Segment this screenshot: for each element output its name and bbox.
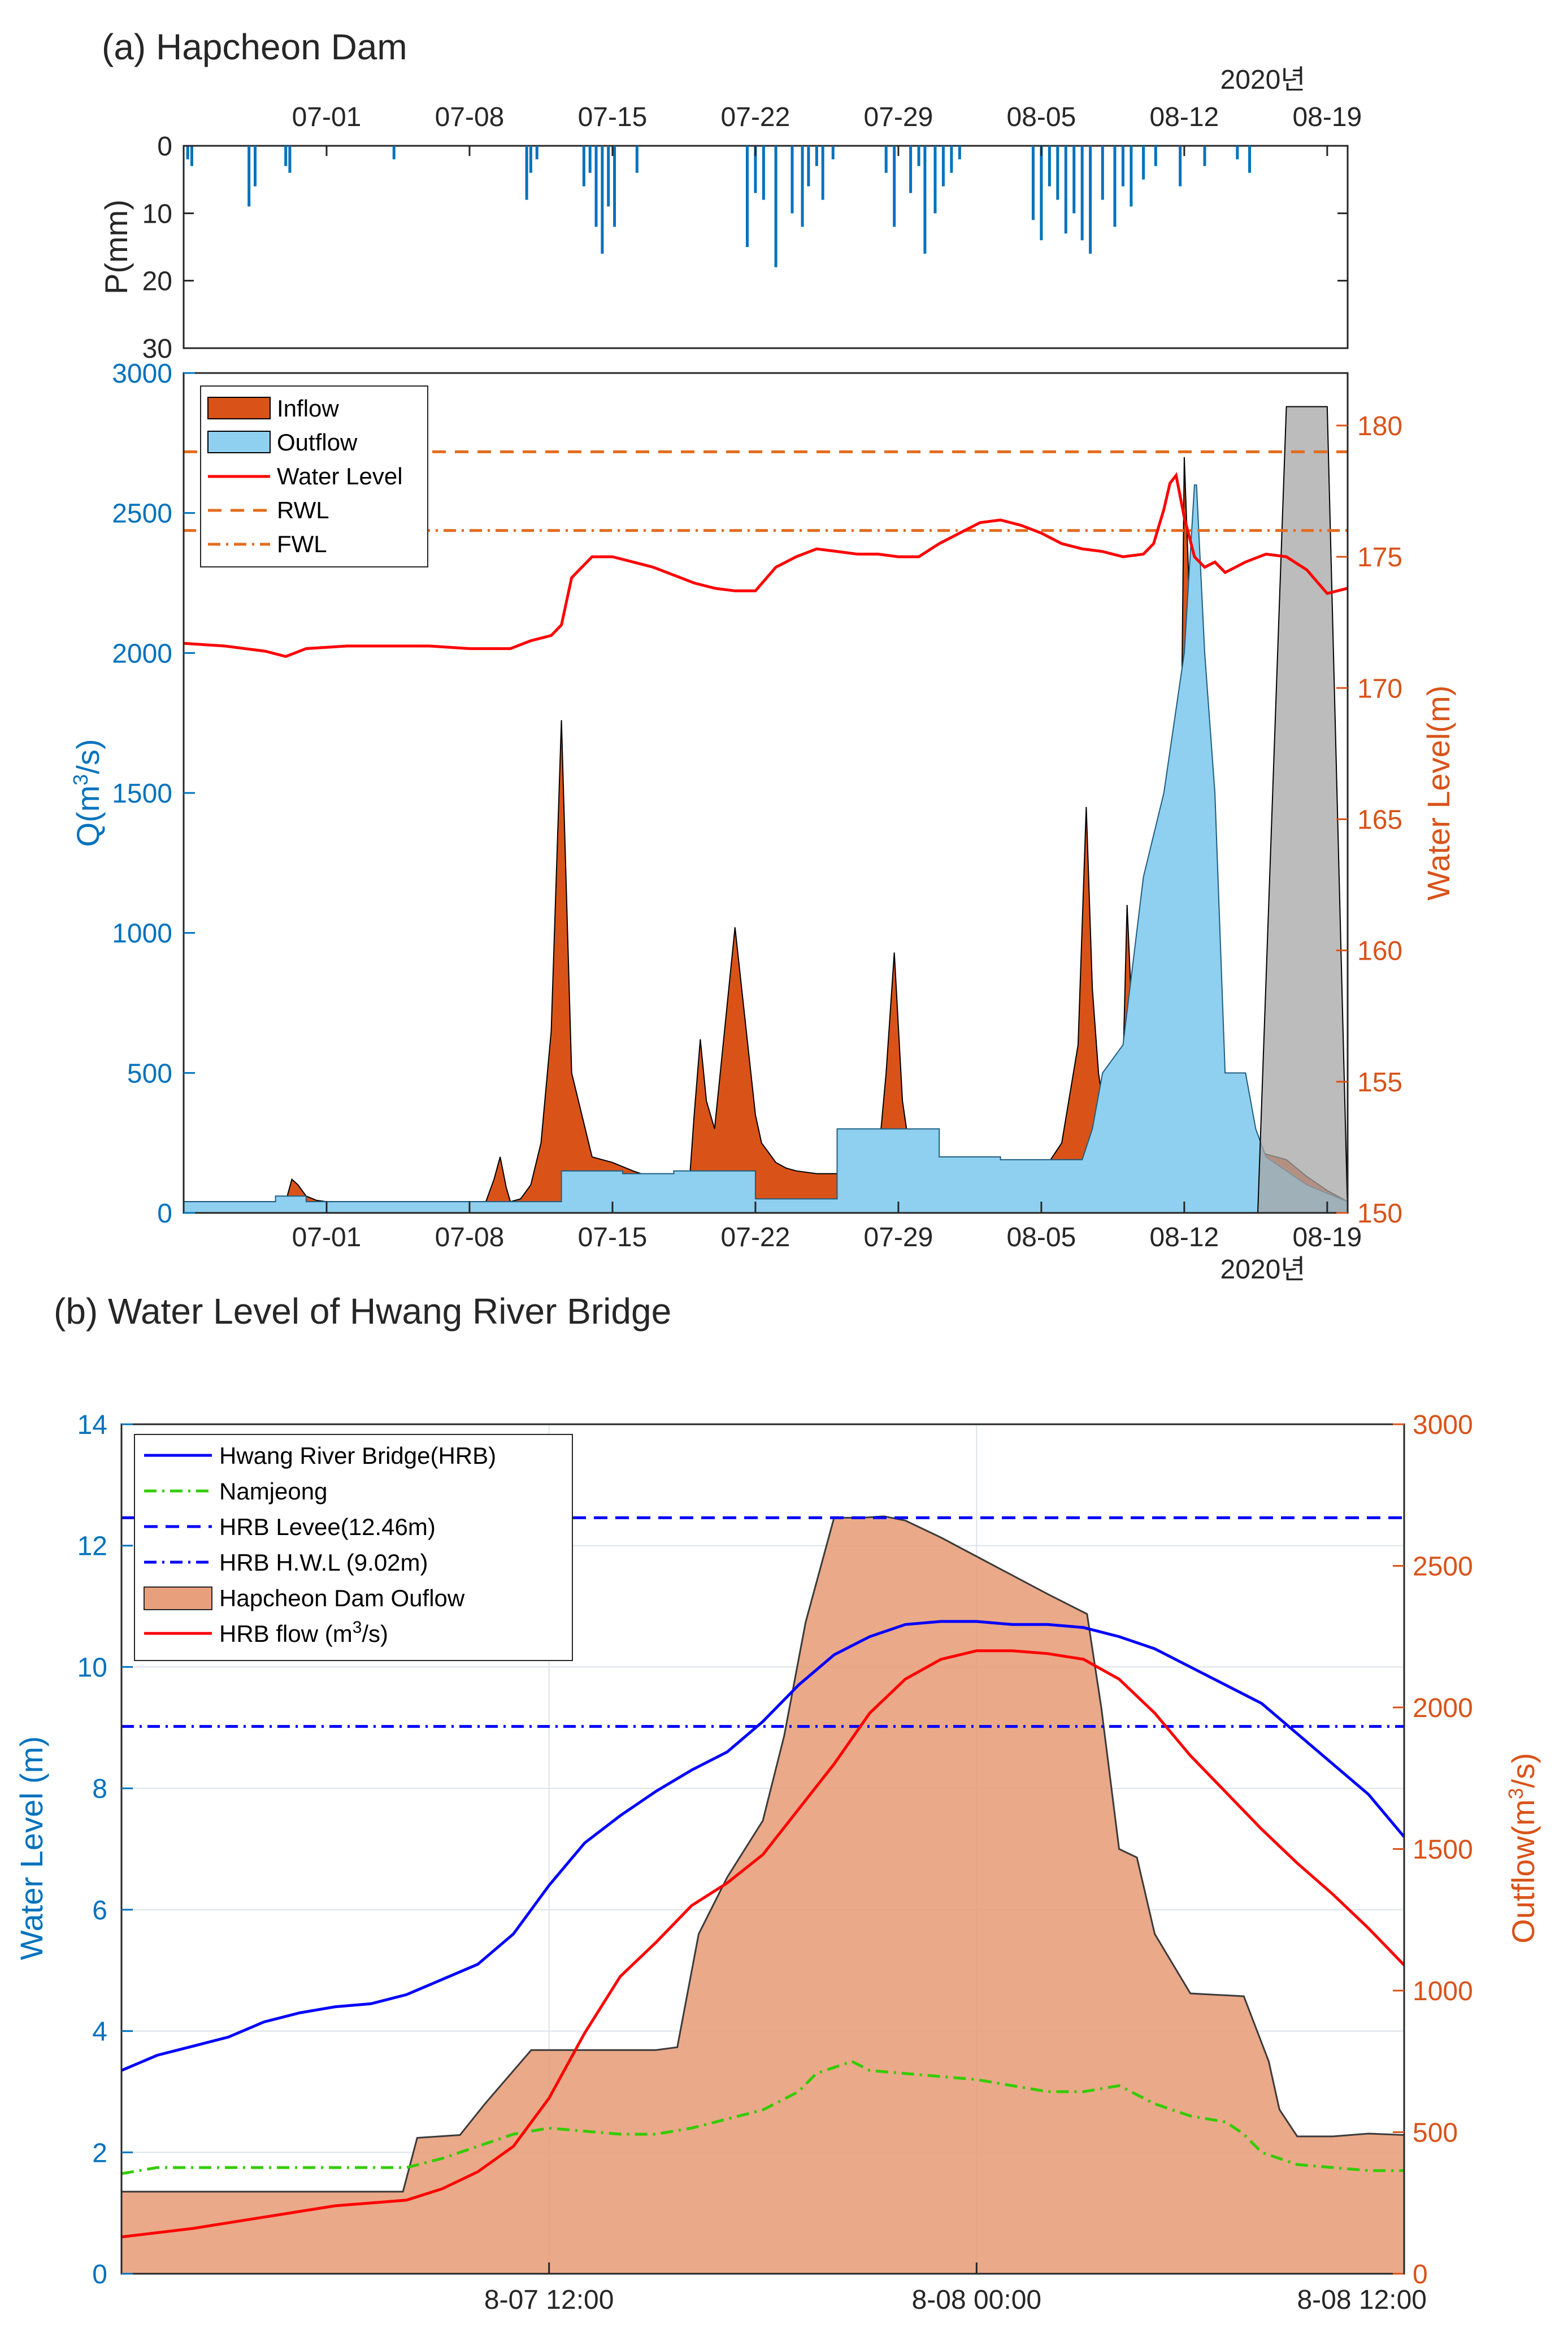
water-level-ylabel: Water Level(m) — [1421, 686, 1456, 901]
legend-hwl-label: HRB H.W.L (9.02m) — [219, 1549, 428, 1576]
precip-x-tick-label: 07-22 — [721, 102, 790, 132]
outflow-area — [183, 484, 1348, 1213]
hrb-y-tick-label: 12 — [77, 1532, 107, 1562]
hrb-left-y-ticks: 0 2 4 6 8 10 12 14 — [77, 1410, 133, 2290]
legend-outflow-swatch — [207, 431, 271, 453]
panel-b-title: (b) Water Level of Hwang River Bridge — [54, 1291, 671, 1332]
precip-x-tick-label: 07-01 — [292, 102, 362, 132]
q-right-y-ticks: 150 155 160 165 170 175 180 — [1336, 411, 1402, 1229]
q-x-tick-label: 08-05 — [1007, 1222, 1076, 1252]
q-x-tick-label: 07-22 — [721, 1222, 790, 1252]
legend-hrb-label: Hwang River Bridge(HRB) — [219, 1442, 496, 1469]
q-area-series — [183, 406, 1349, 1213]
water-level-y-tick-label: 155 — [1357, 1068, 1402, 1098]
panel-a-title: (a) Hapcheon Dam — [102, 27, 407, 67]
hrb-line-series — [121, 1516, 1405, 2239]
outflow-y-tick-label: 500 — [1413, 2118, 1458, 2148]
outflow-y-tick-label: 3000 — [1413, 1410, 1473, 1440]
hrb-y-tick-label: 2 — [92, 2138, 107, 2168]
precip-x-tick-label: 08-12 — [1149, 102, 1219, 132]
outflow-y-tick-label: 1000 — [1413, 1976, 1473, 2006]
q-x-ticks: 07-01 07-08 07-15 07-22 07-29 08-05 08-12 08-19 — [292, 1202, 1362, 1252]
legend-a: Inflow Outflow Water Level RWL FWL — [200, 385, 428, 567]
panel-a-year-top: 2020년 — [1220, 65, 1306, 95]
q-y-tick-label: 2500 — [112, 499, 172, 529]
legend-outflow-label: Outflow — [277, 429, 358, 456]
legend-b: Hwang River Bridge(HRB) Namjeong HRB Lev… — [134, 1434, 573, 1661]
outflow-y-tick-label: 2000 — [1413, 1693, 1473, 1723]
precip-y-tick-label: 10 — [142, 199, 172, 229]
hrb-x-ticks: 8-07 12:00 8-08 00:00 8-08 12:00 — [484, 2262, 1427, 2315]
q-ylabel: Q(m3/s) — [69, 739, 106, 847]
dam-outflow-area — [120, 1515, 1405, 2275]
water-level-y-tick-label: 165 — [1357, 805, 1402, 835]
legend-inflow-label: Inflow — [277, 395, 339, 422]
legend-levee-label: HRB Levee(12.46m) — [219, 1514, 436, 1540]
water-level-line — [183, 472, 1348, 658]
legend-namjeong-label: Namjeong — [219, 1478, 327, 1505]
legend-rwl-label: RWL — [277, 497, 329, 523]
q-y-tick-label: 500 — [127, 1059, 172, 1089]
precip-x-tick-label: 07-08 — [435, 102, 505, 132]
precip-x-tick-label: 08-19 — [1292, 102, 1362, 132]
precip-y-tick-label: 0 — [157, 132, 172, 162]
precip-bars — [186, 146, 1252, 267]
hrb-y-tick-label: 8 — [92, 1774, 107, 1804]
water-level-y-tick-label: 180 — [1357, 411, 1402, 441]
q-x-tick-label: 07-15 — [578, 1222, 648, 1252]
water-level-y-tick-label: 160 — [1357, 937, 1402, 966]
water-level-y-tick-label: 175 — [1357, 543, 1402, 573]
hrb-y-tick-label: 10 — [77, 1653, 107, 1683]
precip-x-tick-label: 08-05 — [1007, 102, 1076, 132]
precip-x-tick-label: 07-15 — [578, 102, 648, 132]
outflow-ylabel: Outflow(m3/s) — [1504, 1753, 1541, 1943]
hrb-y-tick-label: 14 — [77, 1410, 107, 1440]
precip-ylabel: P(mm) — [98, 200, 134, 294]
hrb-x-tick-label: 8-08 00:00 — [912, 2285, 1042, 2315]
legend-dam-label: Hapcheon Dam Ouflow — [219, 1585, 465, 1611]
hrb-ylabel: Water Level (m) — [14, 1736, 49, 1960]
q-y-tick-label: 3000 — [112, 359, 172, 389]
q-left-y-ticks: 0 500 1000 1500 2000 2500 3000 — [112, 359, 195, 1229]
hrb-y-tick-label: 0 — [92, 2260, 107, 2290]
outflow-y-tick-label: 1500 — [1413, 1835, 1473, 1865]
legend-hrb-flow-label: HRB flow (m3/s) — [219, 1618, 388, 1648]
q-x-tick-label: 07-01 — [292, 1222, 362, 1252]
q-x-tick-label: 07-08 — [435, 1222, 505, 1252]
water-level-y-tick-label: 150 — [1357, 1199, 1402, 1229]
legend-b-box — [134, 1434, 573, 1661]
precip-y-ticks: 0 10 20 30 — [142, 132, 1348, 364]
panel-a-year-bottom: 2020년 — [1220, 1255, 1306, 1285]
precip-axes-box — [183, 145, 1349, 349]
q-y-tick-label: 1500 — [112, 779, 172, 809]
legend-inflow-swatch — [207, 397, 271, 419]
outflow-y-tick-label: 0 — [1413, 2260, 1428, 2290]
legend-water-level-label: Water Level — [277, 463, 403, 489]
q-x-tick-label: 08-19 — [1292, 1222, 1362, 1252]
hrb-line — [121, 1620, 1405, 2072]
namjeong-line — [121, 2060, 1404, 2175]
precip-x-tick-label: 07-29 — [864, 102, 933, 132]
hrb-right-y-ticks: 0 500 1000 1500 2000 2500 3000 — [1393, 1410, 1473, 2290]
outflow-y-tick-label: 2500 — [1413, 1552, 1473, 1582]
water-level-y-tick-label: 170 — [1357, 674, 1402, 704]
precip-y-tick-label: 30 — [142, 334, 172, 364]
hrb-x-tick-label: 8-08 12:00 — [1297, 2285, 1427, 2315]
legend-dam-swatch — [144, 1586, 212, 1610]
hrb-y-tick-label: 6 — [92, 1896, 107, 1926]
q-y-tick-label: 0 — [157, 1199, 172, 1229]
q-x-tick-label: 08-12 — [1149, 1222, 1219, 1252]
precip-axes: 0 10 20 30 07-01 07-08 07-15 07-22 07-29 08-05 08… — [98, 102, 1362, 364]
q-y-tick-label: 1000 — [112, 919, 172, 949]
legend-fwl-label: FWL — [277, 531, 327, 557]
q-x-tick-label: 07-29 — [864, 1222, 933, 1252]
hrb-flow-line — [121, 1649, 1405, 2239]
hrb-y-tick-label: 4 — [92, 2017, 107, 2047]
q-y-tick-label: 2000 — [112, 639, 172, 669]
precip-x-ticks: 07-01 07-08 07-15 07-22 07-29 08-05 08-12 08-19 — [292, 102, 1362, 156]
dam-outflow-fill — [120, 1515, 1405, 2275]
precip-y-tick-label: 20 — [142, 267, 172, 297]
hrb-x-tick-label: 8-07 12:00 — [484, 2285, 614, 2315]
